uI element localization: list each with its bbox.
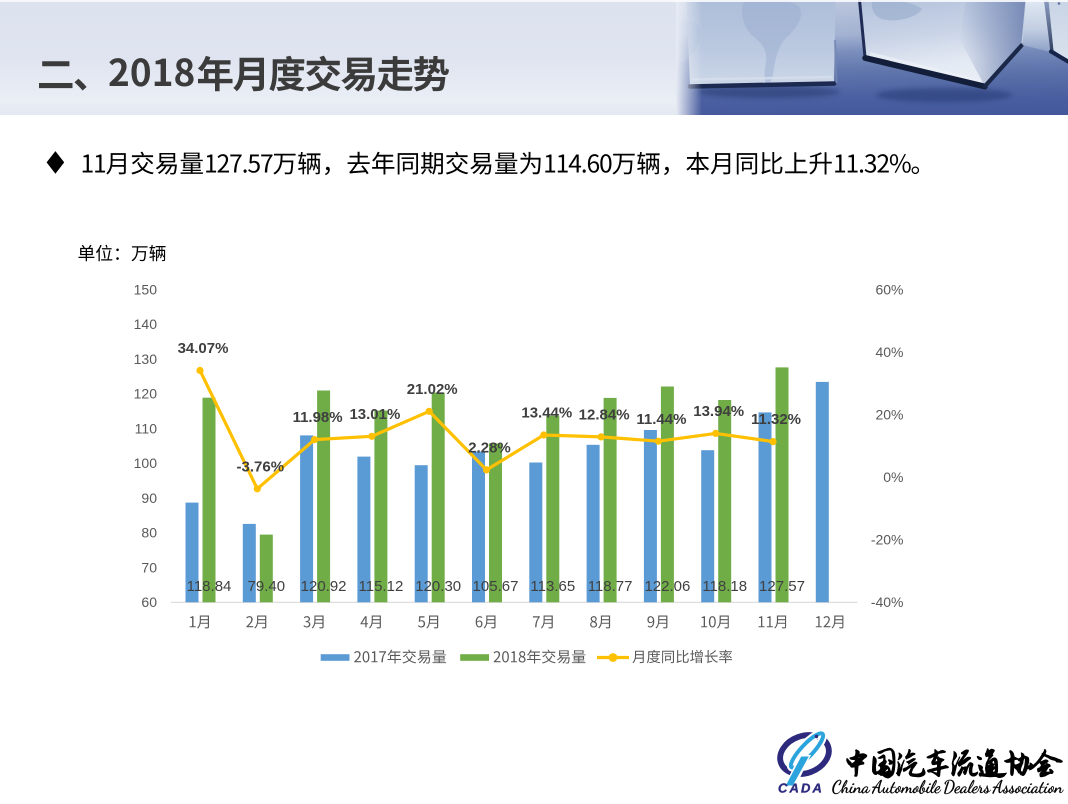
svg-text:150: 150 <box>134 282 158 298</box>
svg-text:120.92: 120.92 <box>301 578 347 595</box>
svg-text:13.01%: 13.01% <box>349 406 400 423</box>
svg-text:118.18: 118.18 <box>702 578 747 595</box>
svg-text:60%: 60% <box>875 282 903 298</box>
svg-text:-40%: -40% <box>871 594 904 610</box>
svg-text:13.94%: 13.94% <box>693 403 744 420</box>
svg-text:40%: 40% <box>875 344 903 360</box>
svg-text:2.28%: 2.28% <box>468 440 511 457</box>
svg-text:-20%: -20% <box>871 532 904 548</box>
svg-text:122.06: 122.06 <box>644 578 690 595</box>
svg-text:12.84%: 12.84% <box>579 407 630 424</box>
svg-text:105.67: 105.67 <box>473 578 519 595</box>
svg-text:11.32%: 11.32% <box>751 411 801 428</box>
svg-text:100: 100 <box>134 455 158 471</box>
svg-text:80: 80 <box>141 525 157 541</box>
svg-text:90: 90 <box>141 490 157 506</box>
svg-text:11.44%: 11.44% <box>636 411 686 428</box>
svg-text:140: 140 <box>134 316 158 332</box>
svg-text:120.30: 120.30 <box>415 578 461 595</box>
svg-text:115.12: 115.12 <box>359 578 404 595</box>
svg-text:60: 60 <box>141 594 157 610</box>
svg-text:113.65: 113.65 <box>530 578 575 595</box>
svg-text:79.40: 79.40 <box>248 578 286 595</box>
svg-text:20%: 20% <box>875 407 903 423</box>
svg-text:13.44%: 13.44% <box>521 405 572 422</box>
svg-text:-3.76%: -3.76% <box>237 458 285 475</box>
svg-text:118.77: 118.77 <box>588 578 633 595</box>
svg-text:11.98%: 11.98% <box>293 409 343 426</box>
svg-text:110: 110 <box>135 420 158 436</box>
svg-text:34.07%: 34.07% <box>178 340 229 357</box>
svg-text:70: 70 <box>141 559 157 575</box>
svg-text:118.84: 118.84 <box>187 578 232 595</box>
svg-text:120: 120 <box>134 386 158 402</box>
svg-text:127.57: 127.57 <box>759 578 805 595</box>
svg-text:0%: 0% <box>883 469 903 485</box>
svg-text:130: 130 <box>134 351 158 367</box>
svg-text:21.02%: 21.02% <box>407 381 458 398</box>
